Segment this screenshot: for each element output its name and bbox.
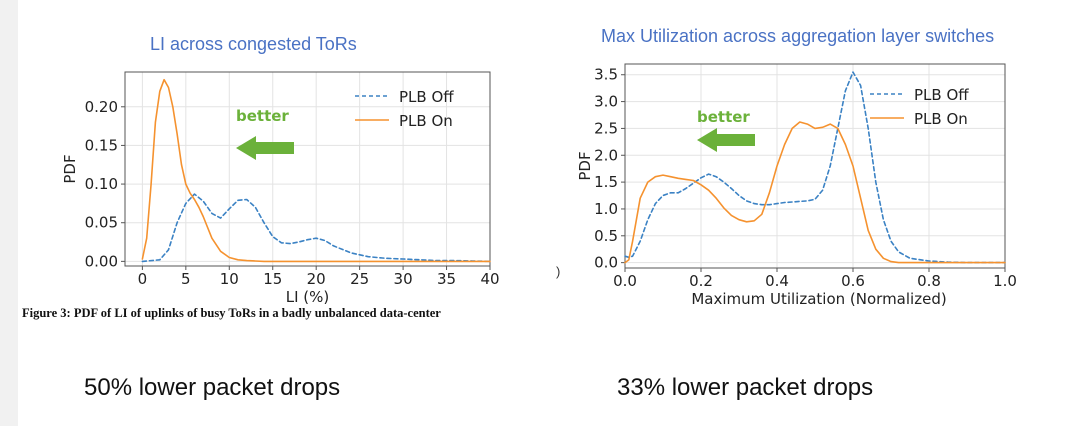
x-tick-label: 0.0 (613, 272, 637, 290)
better-annotation: better (697, 108, 750, 126)
series-line-plb-off (141, 193, 491, 263)
y-tick-label: 0.00 (85, 252, 118, 270)
x-tick-label: 10 (220, 270, 239, 288)
y-tick-label: 0.5 (594, 227, 618, 245)
y-axis-label: PDF (61, 154, 79, 183)
x-tick-label: 40 (480, 270, 499, 288)
plot-frame (624, 63, 1006, 269)
y-tick-label: 3.0 (594, 93, 618, 111)
x-axis-label: Maximum Utilization (Normalized) (691, 290, 946, 308)
x-tick-label: 0.2 (689, 272, 713, 290)
legend-label: PLB Off (914, 86, 969, 104)
x-tick-label: 20 (307, 270, 326, 288)
plot-border (624, 63, 1006, 269)
y-tick-label: 3.5 (594, 66, 618, 84)
series-line-plb-on (624, 121, 1006, 264)
y-tick-label: 0.20 (85, 98, 118, 116)
y-tick-label: 0.15 (85, 136, 118, 154)
x-tick-label: 15 (263, 270, 282, 288)
y-tick-label: 2.5 (594, 119, 618, 137)
series-line-plb-off (624, 71, 1006, 264)
y-tick-label: 0.05 (85, 214, 118, 232)
x-axis-label: LI (%) (286, 288, 330, 306)
y-tick-label: 1.5 (594, 173, 618, 191)
x-tick-label: 0.8 (917, 272, 941, 290)
y-tick-label: 1.0 (594, 200, 618, 218)
x-tick-label: 0 (138, 270, 148, 288)
x-tick-label: 35 (437, 270, 456, 288)
legend-label: PLB On (399, 112, 453, 130)
series-line-plb-on (141, 78, 491, 263)
y-tick-label: 0.10 (85, 175, 118, 193)
y-tick-label: 2.0 (594, 146, 618, 164)
x-tick-label: 0.6 (841, 272, 865, 290)
x-tick-label: 0.4 (765, 272, 789, 290)
legend-label: PLB On (914, 110, 968, 128)
x-tick-label: 25 (350, 270, 369, 288)
bottom-right-text: 33% lower packet drops (617, 374, 874, 401)
bottom-left-text: 50% lower packet drops (84, 374, 341, 401)
chart-1-title: LI across congested ToRs (150, 34, 357, 54)
y-axis-label: PDF (576, 151, 594, 180)
plot-border (124, 71, 491, 267)
better-annotation: better (236, 107, 289, 125)
left-arrow-icon (697, 128, 755, 152)
x-tick-label: 30 (394, 270, 413, 288)
legend-label: PLB Off (399, 88, 454, 106)
left-arrow-icon (236, 136, 294, 160)
chart-2-title: Max Utilization across aggregation layer… (601, 26, 995, 46)
y-tick-label: 0.0 (594, 254, 618, 272)
x-tick-label: 1.0 (993, 272, 1017, 290)
x-tick-label: 5 (181, 270, 191, 288)
stray-mark: ) (556, 264, 561, 279)
figure-caption: Figure 3: PDF of LI of uplinks of busy T… (22, 306, 441, 320)
